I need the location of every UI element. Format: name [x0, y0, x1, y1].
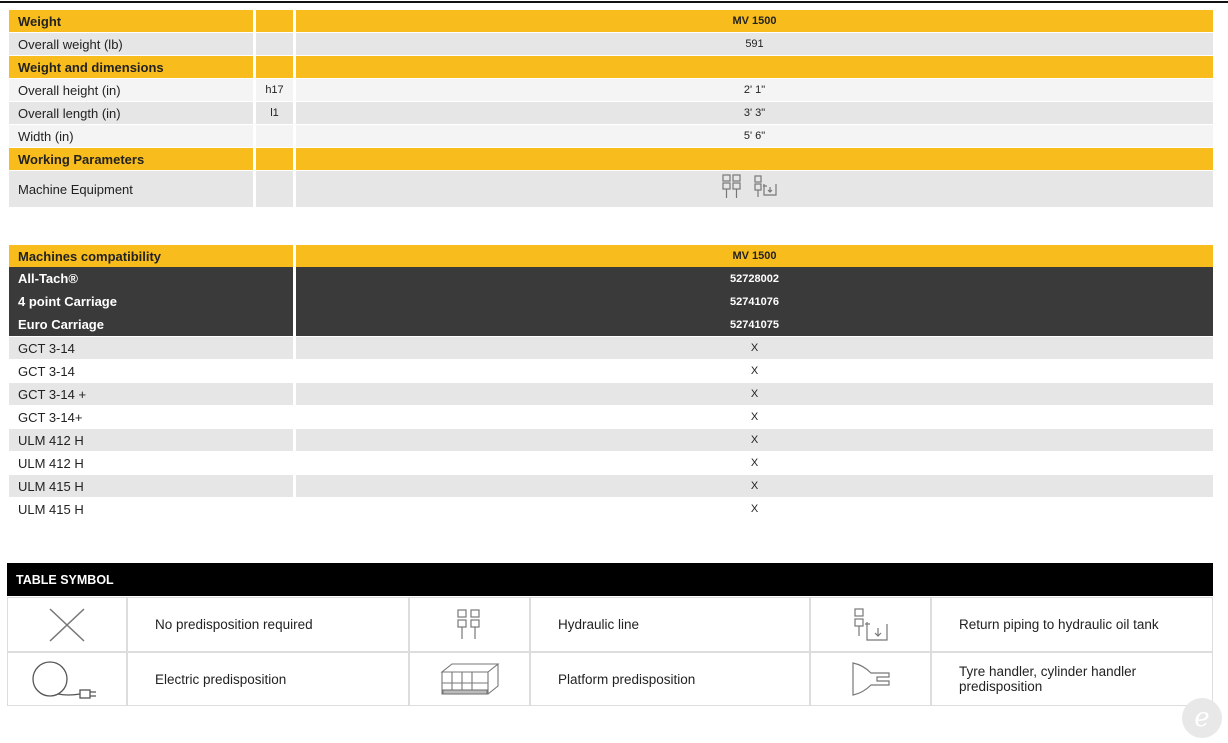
section-title: Weight and dimensions	[9, 56, 253, 78]
machine-name: ULM 412 H	[9, 429, 293, 451]
section-code	[256, 148, 293, 170]
machine-name: ULM 415 H	[9, 475, 293, 497]
row-code	[256, 125, 293, 147]
attachment-code: 52741075	[296, 313, 1213, 336]
row-code	[256, 33, 293, 55]
row-value: 591	[296, 33, 1213, 55]
compat-title: Machines compatibility	[9, 245, 293, 267]
row-value: 2' 1"	[296, 79, 1213, 101]
section-title: Weight	[9, 10, 253, 32]
machine-mark: X	[296, 429, 1213, 451]
symbol-icon	[810, 652, 931, 706]
machine-mark: X	[296, 498, 1213, 520]
symbol-text: Hydraulic line	[530, 597, 810, 652]
attachment-code: 52728002	[296, 267, 1213, 290]
row-label: Width (in)	[9, 125, 253, 147]
machine-mark: X	[296, 360, 1213, 382]
symbol-text: Tyre handler, cylinder handler predispos…	[931, 652, 1213, 706]
machine-mark: X	[296, 337, 1213, 359]
symbol-text: No predisposition required	[127, 597, 409, 652]
machine-mark: X	[296, 475, 1213, 497]
row-label: Overall height (in)	[9, 79, 253, 101]
top-rule	[0, 1, 1228, 3]
row-label: Overall length (in)	[9, 102, 253, 124]
symbol-text: Electric predisposition	[127, 652, 409, 706]
section-value: MV 1500	[296, 10, 1213, 32]
attachment-name: All-Tach®	[9, 267, 293, 290]
row-code: l1	[256, 102, 293, 124]
machine-mark: X	[296, 406, 1213, 428]
compat-value: MV 1500	[296, 245, 1213, 267]
machine-name: GCT 3-14 +	[9, 383, 293, 405]
section-code	[256, 56, 293, 78]
symbol-icon	[810, 597, 931, 652]
row-value: 5' 6"	[296, 125, 1213, 147]
symbol-text: Return piping to hydraulic oil tank	[931, 597, 1213, 652]
machine-name: ULM 412 H	[9, 452, 293, 474]
row-label: Overall weight (lb)	[9, 33, 253, 55]
row-code: h17	[256, 79, 293, 101]
row-code	[256, 171, 293, 207]
attachment-name: 4 point Carriage	[9, 290, 293, 313]
machine-name: GCT 3-14	[9, 337, 293, 359]
attachment-code: 52741076	[296, 290, 1213, 313]
machine-name: GCT 3-14+	[9, 406, 293, 428]
section-title: Working Parameters	[9, 148, 253, 170]
section-code	[256, 10, 293, 32]
symbol-icon	[7, 597, 127, 652]
row-label: Machine Equipment	[9, 171, 253, 207]
machine-mark: X	[296, 383, 1213, 405]
symbol-icon	[7, 652, 127, 706]
watermark-logo: e	[1182, 698, 1222, 738]
equipment-icons	[722, 174, 777, 198]
section-value	[296, 56, 1213, 78]
machine-name: ULM 415 H	[9, 498, 293, 520]
symbol-icon	[409, 652, 530, 706]
section-value	[296, 148, 1213, 170]
row-value: 3' 3"	[296, 102, 1213, 124]
svg-text:e: e	[1194, 703, 1209, 733]
symbol-header: TABLE SYMBOL	[7, 563, 1213, 596]
symbol-icon	[409, 597, 530, 652]
attachment-name: Euro Carriage	[9, 313, 293, 336]
symbol-text: Platform predisposition	[530, 652, 810, 706]
machine-mark: X	[296, 452, 1213, 474]
machine-name: GCT 3-14	[9, 360, 293, 382]
